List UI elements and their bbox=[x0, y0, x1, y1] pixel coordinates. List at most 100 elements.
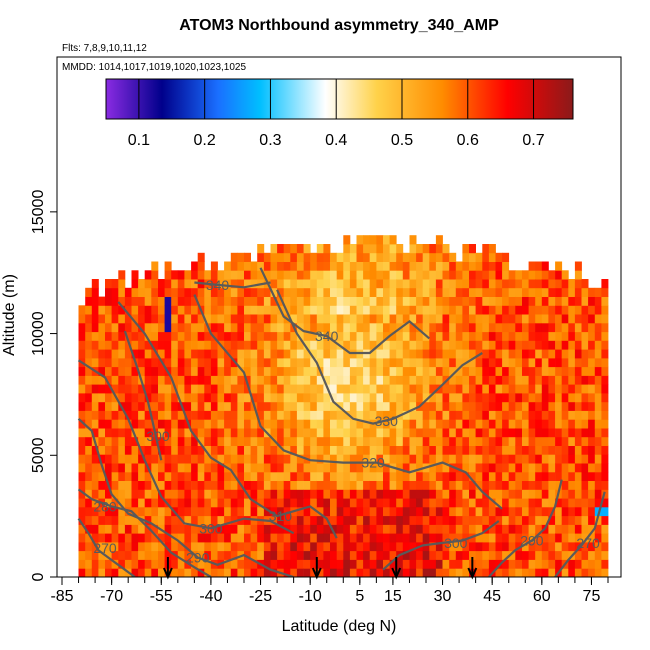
heatmap-cell bbox=[581, 375, 589, 385]
heatmap-cell bbox=[442, 454, 450, 464]
heatmap-cell bbox=[336, 366, 344, 376]
heatmap-cell bbox=[270, 244, 278, 254]
contour-line bbox=[488, 479, 563, 577]
heatmap-cell bbox=[482, 524, 490, 534]
heatmap-cell bbox=[376, 384, 384, 394]
heatmap-cell bbox=[270, 314, 278, 324]
heatmap-cell bbox=[336, 445, 344, 455]
heatmap-cell bbox=[197, 357, 205, 368]
heatmap-cell bbox=[435, 463, 443, 473]
heatmap-cell bbox=[78, 314, 86, 324]
heatmap-cell bbox=[310, 401, 318, 411]
heatmap-cell bbox=[111, 445, 119, 455]
heatmap-cell bbox=[210, 357, 218, 368]
heatmap-cell bbox=[78, 463, 86, 473]
heatmap-cell bbox=[124, 287, 132, 297]
heatmap-cell bbox=[131, 401, 139, 411]
heatmap-cell bbox=[528, 384, 536, 394]
heatmap-cell bbox=[78, 524, 86, 534]
heatmap-cell bbox=[177, 463, 185, 473]
heatmap-cell bbox=[296, 357, 304, 368]
heatmap-cell bbox=[416, 463, 424, 473]
heatmap-cell bbox=[528, 279, 536, 289]
heatmap-cell bbox=[396, 419, 404, 429]
heatmap-cell bbox=[442, 436, 450, 446]
heatmap-cell bbox=[383, 471, 390, 481]
heatmap-cell bbox=[369, 261, 377, 271]
heatmap-cell bbox=[336, 506, 344, 517]
heatmap-cell bbox=[283, 331, 291, 341]
heatmap-cell bbox=[316, 471, 324, 481]
heatmap-cell bbox=[475, 559, 483, 569]
heatmap-cell bbox=[270, 279, 278, 289]
heatmap-cell bbox=[369, 568, 377, 577]
heatmap-cell bbox=[522, 314, 529, 324]
heatmap-cell bbox=[91, 349, 99, 359]
heatmap-cell bbox=[469, 340, 476, 350]
heatmap-cell bbox=[336, 357, 344, 368]
heatmap-cell bbox=[515, 305, 523, 315]
heatmap-cell bbox=[429, 322, 437, 333]
heatmap-cell bbox=[191, 393, 199, 403]
heatmap-cell bbox=[561, 349, 569, 359]
heatmap-cell bbox=[111, 287, 119, 297]
heatmap-cell bbox=[495, 252, 503, 262]
heatmap-cell bbox=[310, 506, 318, 517]
heatmap-cell bbox=[469, 279, 476, 289]
heatmap-cell bbox=[422, 322, 430, 333]
heatmap-cell bbox=[158, 296, 165, 306]
heatmap-cell bbox=[356, 533, 364, 543]
heatmap-cell bbox=[515, 296, 523, 306]
heatmap-cell bbox=[389, 384, 397, 394]
heatmap-cell bbox=[217, 419, 225, 429]
heatmap-cell bbox=[429, 410, 437, 420]
heatmap-cell bbox=[257, 322, 265, 333]
heatmap-cell bbox=[475, 270, 483, 280]
heatmap-cell bbox=[502, 375, 510, 385]
heatmap-cell bbox=[369, 498, 377, 508]
heatmap-cell bbox=[85, 489, 93, 499]
heatmap-cell bbox=[449, 480, 457, 490]
heatmap-cell bbox=[535, 559, 543, 569]
heatmap-cell bbox=[316, 498, 324, 508]
heatmap-cell bbox=[316, 541, 324, 552]
heatmap-cell bbox=[363, 401, 371, 411]
heatmap-cell bbox=[336, 279, 344, 289]
heatmap-cell bbox=[144, 357, 152, 368]
heatmap-cell bbox=[237, 296, 245, 306]
heatmap-cell bbox=[191, 559, 199, 569]
heatmap-cell bbox=[574, 445, 582, 455]
heatmap-cell bbox=[409, 244, 417, 254]
heatmap-cell bbox=[429, 541, 437, 552]
heatmap-cell bbox=[442, 314, 450, 324]
heatmap-cell bbox=[601, 550, 609, 560]
heatmap-cell bbox=[475, 498, 483, 508]
heatmap-cell bbox=[502, 314, 510, 324]
heatmap-cell bbox=[389, 436, 397, 446]
heatmap-cell bbox=[184, 533, 192, 543]
heatmap-cell bbox=[151, 375, 159, 385]
heatmap-cell bbox=[396, 393, 404, 403]
heatmap-cell bbox=[296, 454, 304, 464]
heatmap-cell bbox=[442, 349, 450, 359]
heatmap-cell bbox=[502, 498, 510, 508]
heatmap-cell bbox=[296, 445, 304, 455]
heatmap-cell bbox=[535, 393, 543, 403]
heatmap-cell bbox=[98, 393, 106, 403]
heatmap-cell bbox=[191, 270, 199, 280]
heatmap-cell bbox=[237, 541, 245, 552]
colorbar-tick-label: 0.6 bbox=[457, 132, 479, 149]
heatmap-cell bbox=[105, 428, 112, 438]
heatmap-cell bbox=[389, 322, 397, 333]
heatmap-cell bbox=[349, 410, 357, 420]
heatmap-cell bbox=[323, 559, 331, 569]
heatmap-cell bbox=[495, 305, 503, 315]
heatmap-cell bbox=[349, 340, 357, 350]
heatmap-cell bbox=[290, 428, 298, 438]
heatmap-cell bbox=[581, 515, 589, 525]
heatmap-cell bbox=[369, 541, 377, 552]
heatmap-cell bbox=[91, 419, 99, 429]
heatmap-cell bbox=[588, 454, 596, 464]
heatmap-cell bbox=[98, 559, 106, 569]
heatmap-cell bbox=[91, 314, 99, 324]
